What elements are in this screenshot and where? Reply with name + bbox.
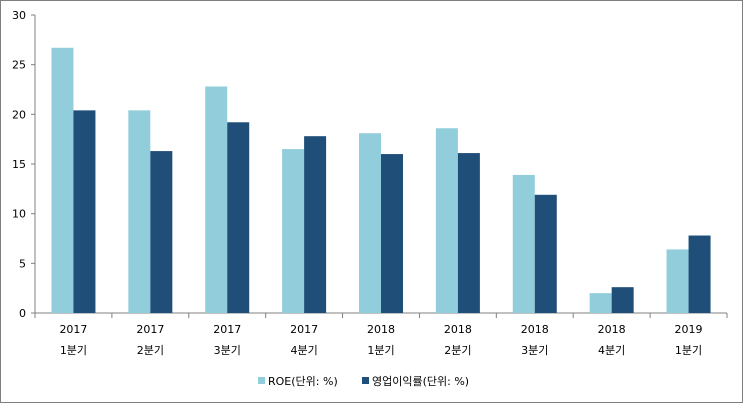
legend-swatch — [258, 377, 265, 384]
y-tick-label: 25 — [12, 59, 26, 72]
bar-operating-margin — [457, 153, 480, 313]
x-label-quarter: 2분기 — [137, 344, 164, 357]
bar-roe — [205, 86, 228, 314]
y-tick-label: 10 — [12, 208, 26, 221]
bar-operating-margin — [534, 194, 557, 313]
x-label-quarter: 4분기 — [290, 344, 317, 357]
x-label-year: 2018 — [598, 323, 626, 336]
x-label-quarter: 4분기 — [598, 344, 625, 357]
bar-operating-margin — [150, 151, 173, 313]
bar-operating-margin — [611, 287, 634, 313]
y-axis-ticks: 0 5 10 15 20 25 30 — [12, 9, 35, 320]
x-label-year: 2018 — [521, 323, 549, 336]
x-label-year: 2018 — [367, 323, 395, 336]
bar-roe — [51, 47, 74, 313]
y-tick-label: 20 — [12, 108, 26, 121]
x-label-year: 2017 — [290, 323, 318, 336]
x-label-quarter: 1분기 — [367, 344, 394, 357]
x-label-year: 2017 — [213, 323, 241, 336]
x-label-year: 2018 — [444, 323, 472, 336]
y-tick-label: 5 — [19, 257, 26, 270]
legend-label: ROE(단위: %) — [268, 375, 338, 388]
bar-operating-margin — [688, 235, 711, 313]
bars — [51, 47, 711, 314]
x-label-quarter: 1분기 — [675, 344, 702, 357]
x-label-quarter: 3분기 — [214, 344, 241, 357]
bar-roe — [359, 133, 381, 313]
x-label-year: 2017 — [136, 323, 164, 336]
x-label-quarter: 1분기 — [60, 344, 87, 357]
bar-operating-margin — [304, 136, 327, 313]
x-label-quarter: 2분기 — [444, 344, 471, 357]
x-label-quarter: 3분기 — [521, 344, 548, 357]
bar-roe — [128, 110, 151, 313]
x-axis-labels: 2017 1분기 2017 2분기 2017 3분기 2017 4분기 2018 1분기 2018 2… — [59, 323, 702, 357]
bar-operating-margin — [381, 154, 403, 313]
bar-operating-margin — [227, 122, 250, 313]
bar-roe — [435, 128, 458, 313]
y-tick-label: 0 — [19, 307, 26, 320]
bar-roe — [589, 293, 612, 313]
legend: ROE(단위: %) 영업이익률(단위: %) — [258, 375, 469, 388]
bar-roe — [512, 174, 535, 313]
x-label-year: 2017 — [59, 323, 87, 336]
y-tick-label: 15 — [12, 158, 26, 171]
bar-roe — [666, 249, 689, 313]
bar-roe — [282, 149, 305, 313]
y-tick-label: 30 — [12, 9, 26, 22]
x-label-year: 2019 — [675, 323, 703, 336]
bar-operating-margin — [73, 110, 96, 313]
legend-swatch — [362, 377, 369, 384]
legend-label: 영업이익률(단위: %) — [372, 375, 469, 388]
